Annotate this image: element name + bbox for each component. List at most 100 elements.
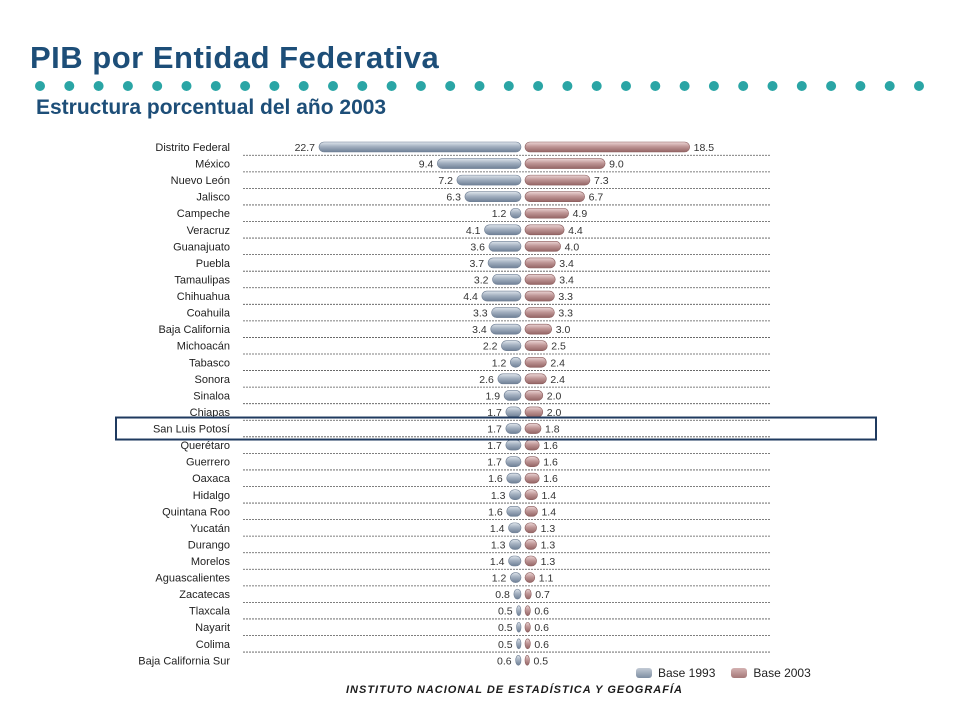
- bar-base-1993: [505, 456, 522, 467]
- value-label-base-1993: 1.9: [485, 390, 500, 402]
- value-label-base-1993: 1.2: [492, 208, 507, 220]
- value-label-base-2003: 0.7: [535, 589, 550, 601]
- bar-base-2003: [524, 257, 556, 269]
- state-label: Colima: [196, 639, 231, 651]
- bar-base-2003: [524, 572, 536, 583]
- bar-base-2003: [524, 323, 552, 335]
- bar-base-1993: [505, 423, 522, 434]
- bar-base-2003: [524, 174, 591, 186]
- bar-base-1993: [505, 439, 522, 451]
- decorative-dot: [35, 81, 45, 91]
- state-label: Distrito Federal: [155, 142, 230, 154]
- bar-base-1993: [516, 621, 522, 633]
- value-label-base-2003: 1.3: [541, 556, 556, 568]
- state-label: Hidalgo: [193, 490, 230, 502]
- decorative-dot: [181, 81, 192, 91]
- bar-base-2003: [524, 621, 531, 633]
- decorative-dot: [826, 81, 837, 91]
- state-label: Puebla: [196, 258, 231, 270]
- value-label-base-2003: 1.8: [545, 424, 560, 436]
- value-label-base-1993: 1.3: [491, 490, 506, 502]
- legend-swatch-base-2003: [731, 668, 748, 678]
- state-label: Baja California: [158, 324, 230, 336]
- bar-base-2003: [524, 241, 561, 252]
- bar-base-2003: [524, 356, 547, 368]
- decorative-dot: [650, 81, 661, 91]
- value-label-base-2003: 2.4: [550, 374, 565, 386]
- value-label-base-1993: 1.7: [487, 457, 502, 469]
- value-label-base-1993: 3.4: [472, 324, 487, 336]
- decorative-dot: [64, 81, 75, 91]
- state-label: Tabasco: [189, 357, 230, 369]
- bar-base-1993: [492, 274, 522, 285]
- decorative-dot: [796, 81, 807, 91]
- bar-base-1993: [487, 257, 522, 269]
- bar-base-2003: [524, 224, 565, 236]
- bar-base-1993: [510, 207, 522, 219]
- decorative-dot: [122, 81, 133, 91]
- value-label-base-1993: 6.3: [446, 192, 461, 204]
- bar-base-2003: [524, 539, 537, 550]
- bar-base-1993: [513, 588, 522, 600]
- value-label-base-1993: 0.5: [498, 622, 513, 634]
- state-label: México: [195, 159, 230, 171]
- value-label-base-1993: 1.4: [490, 523, 505, 535]
- value-label-base-1993: 4.4: [463, 291, 478, 303]
- state-label: Morelos: [191, 556, 231, 568]
- decorative-dot: [386, 81, 397, 91]
- state-label: Nuevo León: [171, 175, 230, 187]
- bar-base-2003: [524, 423, 542, 434]
- bar-base-1993: [516, 605, 522, 616]
- value-label-base-1993: 1.3: [491, 539, 506, 551]
- bar-base-1993: [515, 655, 522, 666]
- value-label-base-2003: 2.0: [547, 390, 562, 402]
- value-label-base-1993: 0.6: [497, 655, 512, 667]
- legend-swatch-base-1993: [636, 668, 652, 678]
- chart-legend: Base 1993 Base 2003: [636, 666, 827, 680]
- decorative-dot: [240, 81, 251, 91]
- decorative-dot: [914, 81, 924, 91]
- pib-butterfly-chart: Distrito Federal 22.7 18.5 México 9.4 9.0 Nuev…: [115, 141, 877, 667]
- bar-base-1993: [484, 224, 522, 236]
- decorative-dot: [591, 81, 602, 91]
- bar-base-2003: [524, 655, 530, 666]
- value-label-base-2003: 4.0: [565, 241, 580, 253]
- bar-base-2003: [524, 472, 540, 484]
- bar-base-2003: [524, 605, 531, 616]
- bar-base-1993: [510, 356, 522, 368]
- decorative-dot: [415, 81, 426, 91]
- value-label-base-2003: 3.4: [559, 258, 574, 270]
- state-label: Baja California Sur: [138, 655, 230, 667]
- legend-label-base-1993: Base 1993: [658, 666, 716, 680]
- value-label-base-2003: 3.4: [559, 274, 574, 286]
- value-label-base-1993: 0.5: [498, 639, 513, 651]
- value-label-base-2003: 1.4: [541, 490, 556, 502]
- decorative-dot-row: [35, 81, 924, 91]
- value-label-base-2003: 0.6: [534, 622, 549, 634]
- state-label: Durango: [188, 539, 230, 551]
- state-label: Quintana Roo: [162, 506, 230, 518]
- decorative-dot: [562, 81, 573, 91]
- value-label-base-2003: 4.4: [568, 225, 583, 237]
- bar-base-1993: [437, 158, 522, 169]
- value-label-base-1993: 22.7: [295, 142, 316, 154]
- state-label: Oaxaca: [192, 473, 231, 485]
- legend-label-base-2003: Base 2003: [753, 666, 811, 680]
- bar-base-2003: [524, 373, 547, 385]
- value-label-base-2003: 2.5: [551, 341, 566, 353]
- chart-subtitle: Estructura porcentual del año 2003: [36, 96, 387, 119]
- state-label: Nayarit: [195, 622, 230, 634]
- value-label-base-2003: 18.5: [694, 142, 715, 154]
- value-label-base-1993: 1.2: [492, 573, 507, 585]
- value-label-base-1993: 9.4: [419, 159, 434, 171]
- state-label: Jalisco: [196, 192, 230, 204]
- bar-base-2003: [524, 522, 537, 534]
- decorative-dot: [738, 81, 749, 91]
- value-label-base-1993: 1.2: [492, 357, 507, 369]
- bar-base-2003: [524, 191, 585, 202]
- bar-base-1993: [506, 472, 522, 484]
- value-label-base-2003: 1.6: [543, 473, 558, 485]
- decorative-dot: [884, 81, 895, 91]
- value-label-base-1993: 1.6: [488, 506, 503, 518]
- value-label-base-2003: 1.1: [539, 573, 554, 585]
